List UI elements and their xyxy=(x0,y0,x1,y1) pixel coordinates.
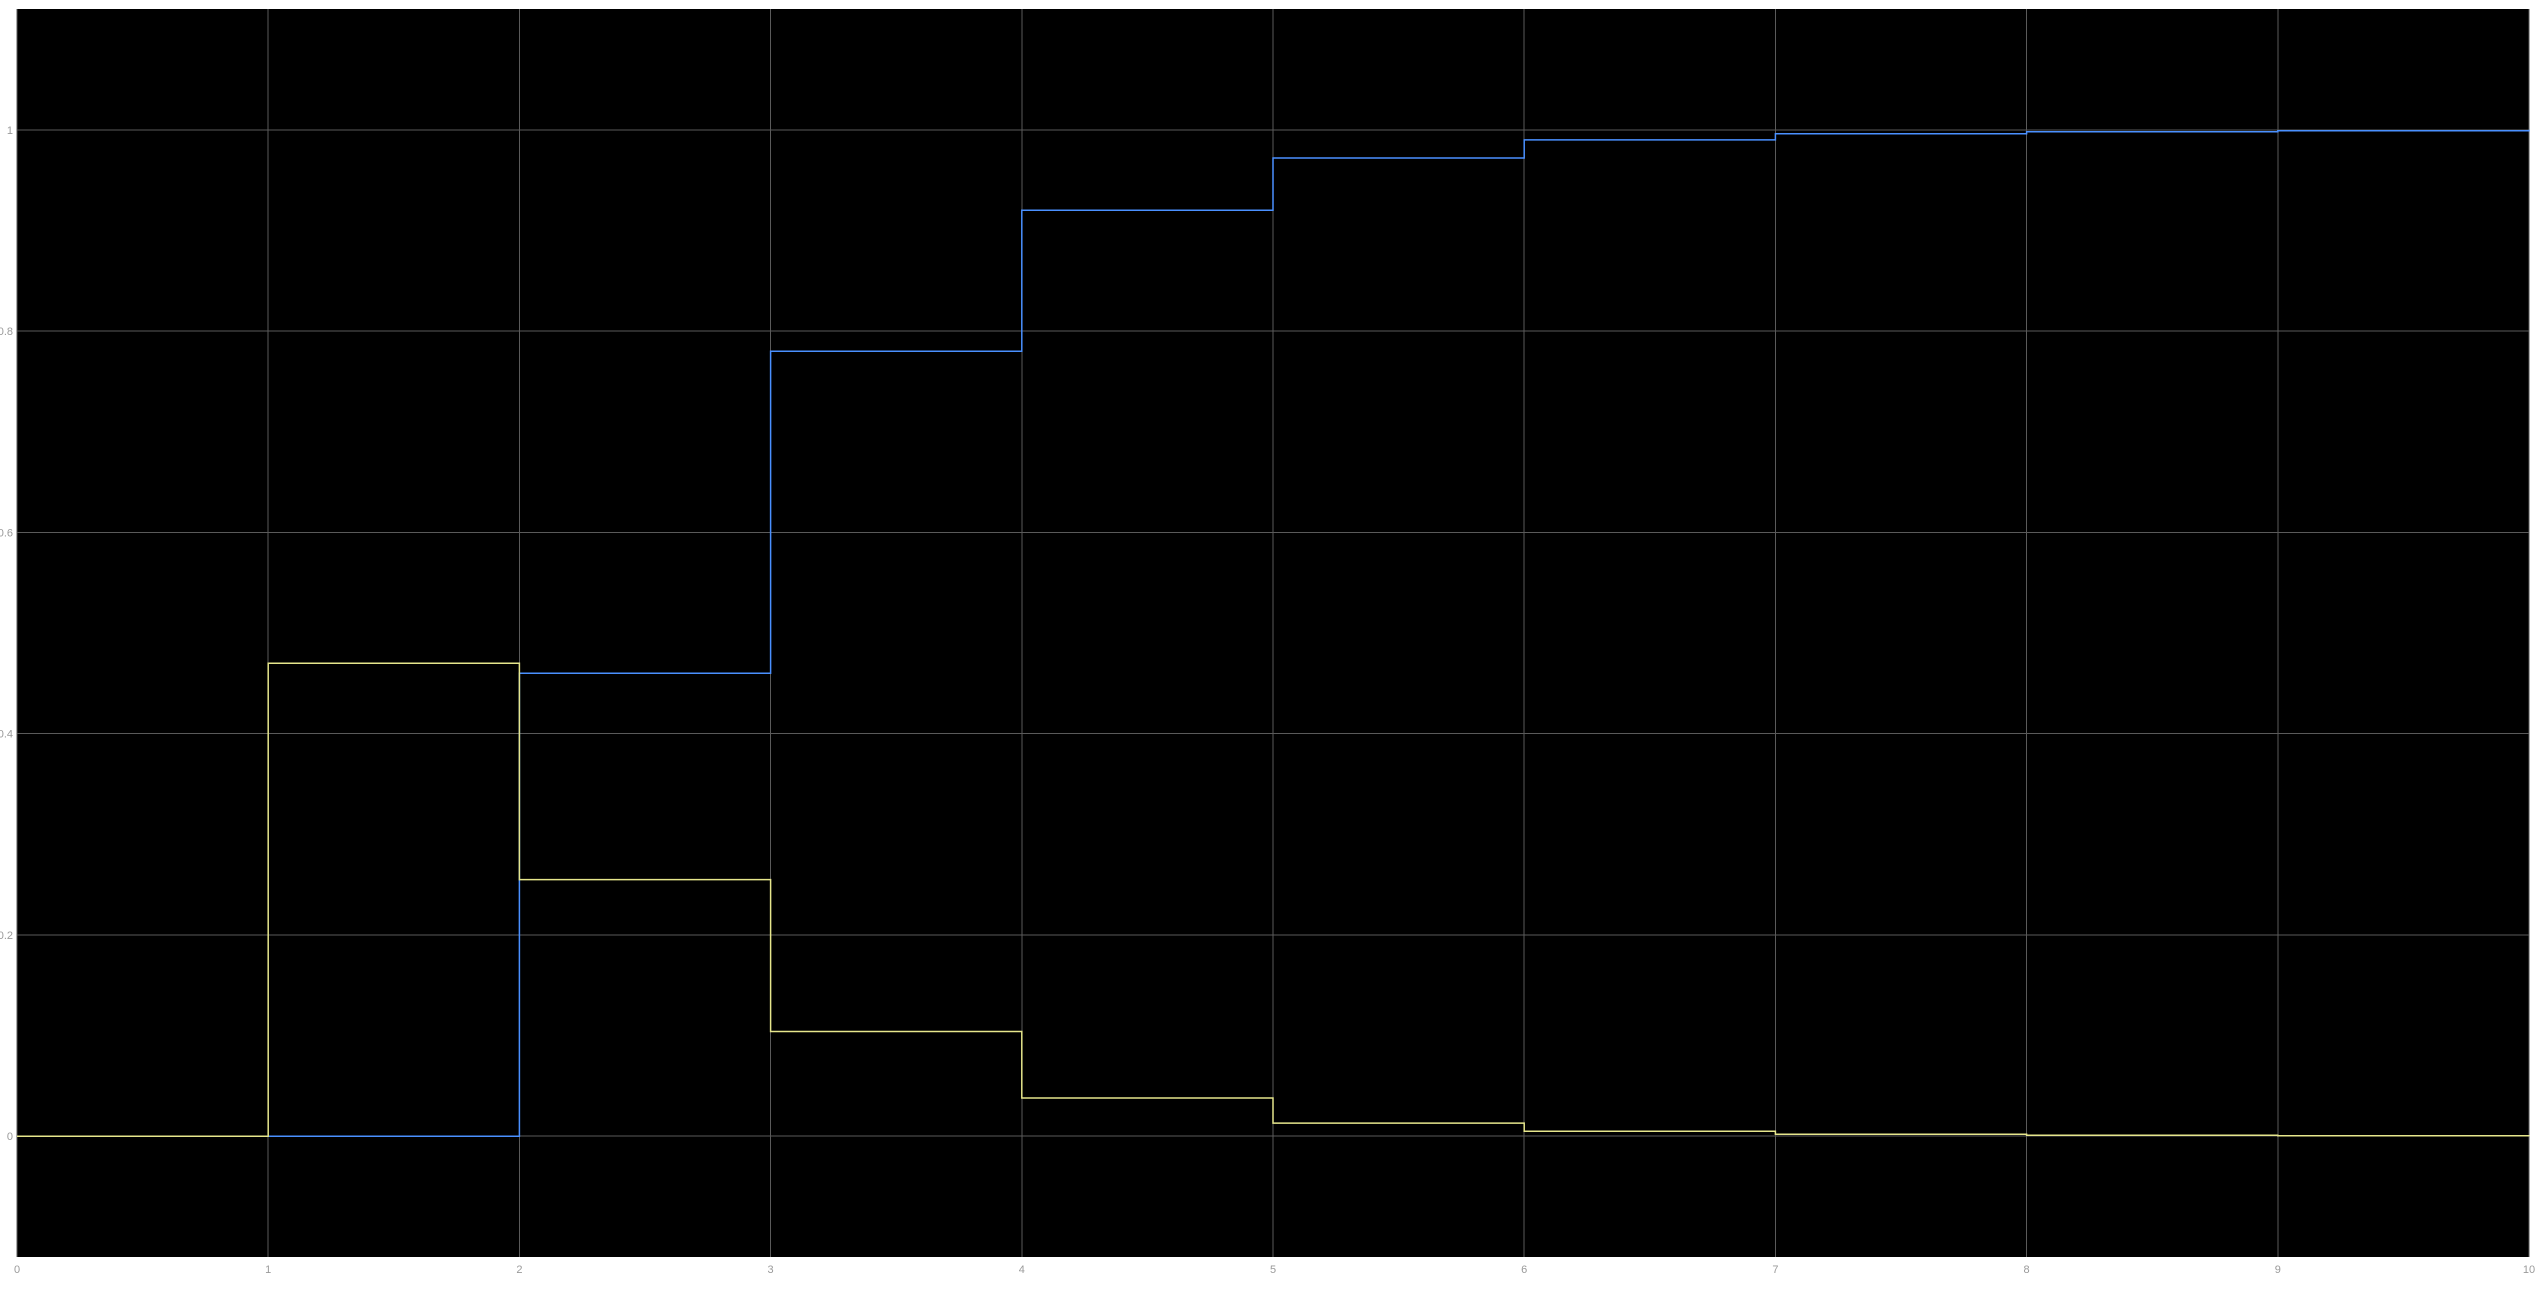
x-tick-label: 2 xyxy=(516,1264,522,1276)
x-tick-label: 8 xyxy=(2024,1264,2030,1276)
x-axis-ticks: 0 1 2 3 4 5 6 7 8 9 10 xyxy=(14,1264,2535,1276)
x-tick-label: 1 xyxy=(265,1264,271,1276)
x-tick-label: 3 xyxy=(768,1264,774,1276)
x-tick-label: 9 xyxy=(2275,1264,2281,1276)
x-tick-label: 6 xyxy=(1521,1264,1527,1276)
y-tick-label: 0.8 xyxy=(0,326,13,338)
x-tick-label: 4 xyxy=(1019,1264,1025,1276)
y-tick-label: 0.6 xyxy=(0,527,13,539)
series-lines xyxy=(17,129,2530,1137)
x-tick-label: 10 xyxy=(2523,1264,2535,1276)
y-tick-label: 0 xyxy=(7,1131,13,1143)
x-tick-label: 0 xyxy=(14,1264,20,1276)
y-tick-label: 0.4 xyxy=(0,729,13,741)
x-tick-label: 7 xyxy=(1772,1264,1778,1276)
y-tick-label: 0.2 xyxy=(0,930,13,942)
grid xyxy=(16,9,2530,1257)
y-tick-label: 1 xyxy=(7,125,13,137)
series-line-2 xyxy=(17,662,2530,1137)
series-line-1 xyxy=(17,129,2530,1137)
y-axis-ticks: 0 0.2 0.4 0.6 0.8 1 xyxy=(0,125,13,1143)
x-tick-label: 5 xyxy=(1270,1264,1276,1276)
